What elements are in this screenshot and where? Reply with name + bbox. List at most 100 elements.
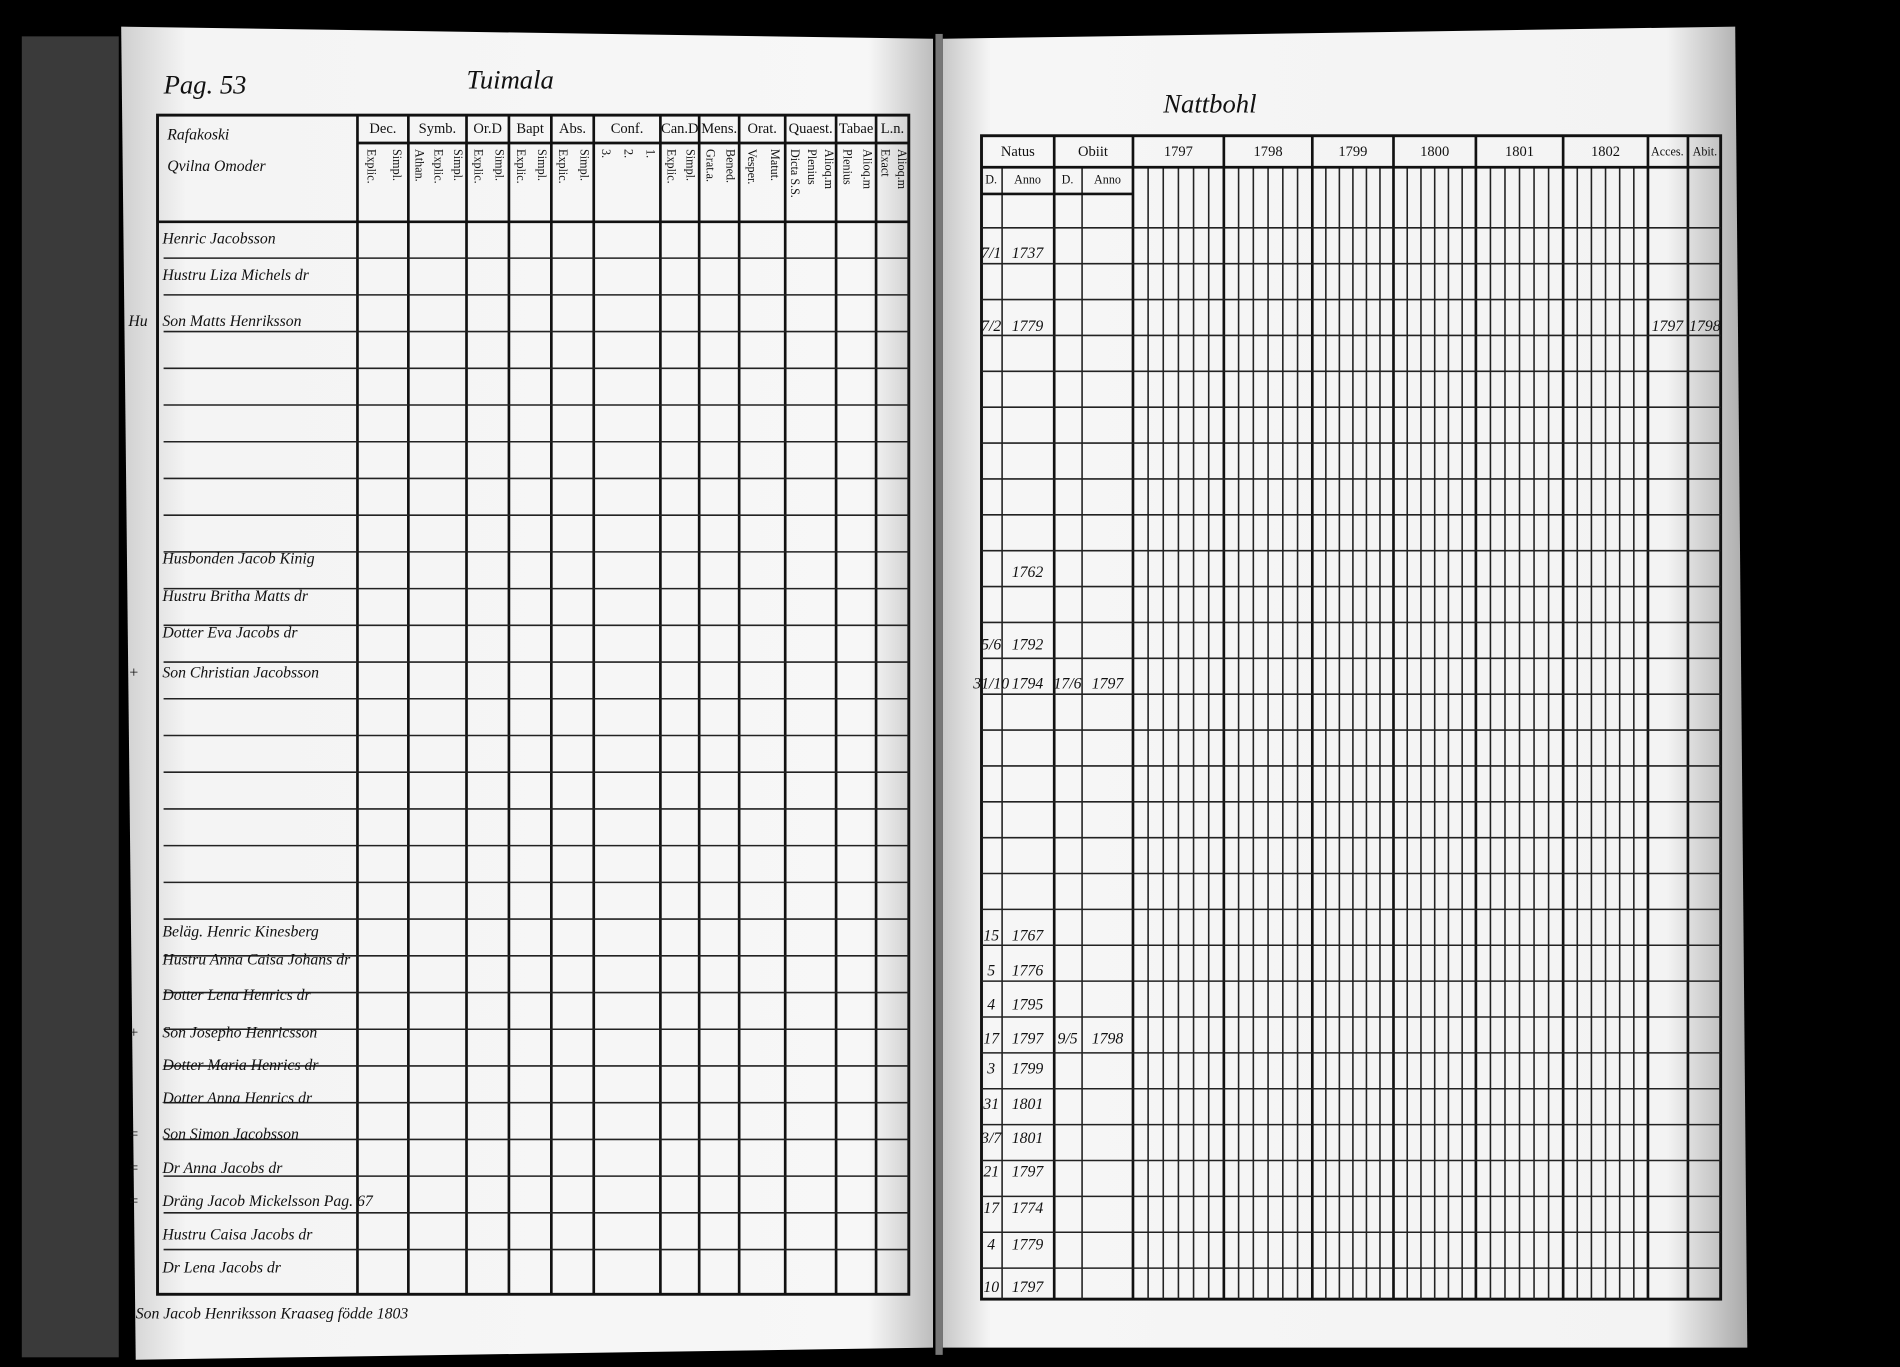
margin-note: + [128, 1024, 139, 1041]
footer-note: Son Jacob Henriksson Kraaseg födde 1803 [136, 1305, 409, 1322]
birth-year: 1776 [1012, 963, 1044, 980]
birth-day: 31 [982, 1096, 999, 1113]
gutter [935, 33, 943, 1355]
resident-name: Dräng Jacob Mickelsson Pag. 67 [161, 1193, 374, 1210]
column-title: Abs. [559, 121, 586, 137]
column-title: Orat. [747, 121, 776, 137]
birth-day: 5/6 [981, 637, 1001, 654]
column-subtitle: D. [985, 172, 997, 186]
column-title: Tabae [839, 121, 873, 137]
birth-year: 1797 [1012, 1164, 1045, 1181]
column-title: Symb. [419, 121, 457, 137]
resident-name: Dr Lena Jacobs dr [161, 1259, 281, 1276]
column-subtitle: Alioq.m [822, 149, 836, 190]
resident-name: Hustru Caisa Jacobs dr [161, 1227, 313, 1244]
resident-name: Dotter Lena Henrics dr [161, 987, 311, 1004]
column-subtitle: Simpl. [684, 149, 698, 181]
column-title: Abit. [1693, 144, 1718, 158]
birth-year: 1797 [1012, 1279, 1045, 1296]
column-title: L.n. [881, 121, 904, 137]
column-subtitle: Grat.a. [703, 149, 717, 182]
birth-day: 15 [983, 927, 999, 944]
margin-note: + [128, 664, 139, 681]
year-header: 1798 [1254, 144, 1283, 160]
column-title: Natus [1001, 144, 1035, 160]
household-header: Qvilna Omoder [167, 158, 266, 175]
column-subtitle: Exact [878, 149, 892, 177]
resident-name: Henric Jacobsson [161, 231, 275, 248]
birth-year: 1801 [1012, 1130, 1043, 1147]
birth-year: 1799 [1012, 1061, 1044, 1078]
column-subtitle: Matut. [768, 149, 782, 181]
margin-note: = [128, 1160, 139, 1177]
birth-year: 1792 [1012, 637, 1044, 654]
resident-name: Hustru Liza Michels dr [161, 267, 309, 284]
birth-day: 3/7 [980, 1130, 1002, 1147]
year-header: 1802 [1591, 144, 1620, 160]
column-subtitle: Simpl. [577, 149, 591, 181]
resident-name: Hustru Anna Caisa Johans dr [161, 952, 351, 969]
death-day: 9/5 [1057, 1030, 1077, 1047]
column-title: Acces. [1651, 144, 1684, 158]
margin-note: = [128, 1126, 139, 1143]
column-subtitle: Plenius [840, 149, 854, 185]
resident-name: Husbonden Jacob Kinig [161, 550, 314, 567]
birth-day: 4 [987, 1236, 995, 1253]
table-frame [156, 113, 911, 1296]
book-edge [21, 36, 119, 1358]
table-frame [980, 134, 1723, 1301]
resident-name: Dotter Maria Henrics dr [161, 1057, 319, 1074]
page-heading: Nattbohl [1162, 89, 1256, 119]
column-title: Bapt [516, 121, 543, 137]
column-subtitle: Alioq.m [860, 149, 874, 190]
birth-day: 3 [986, 1061, 995, 1078]
birth-day: 17 [983, 1030, 1000, 1047]
birth-year: 1797 [1012, 1030, 1045, 1047]
column-subtitle: Simpl. [451, 149, 465, 181]
birth-year: 1779 [1012, 1236, 1044, 1253]
column-subtitle: Plenius [805, 149, 819, 185]
column-subtitle: Simpl. [535, 149, 549, 181]
resident-name: Son Christian Jacobsson [162, 664, 319, 681]
birth-year: 1795 [1012, 996, 1044, 1013]
resident-name: Son Matts Henriksson [162, 313, 301, 330]
page-label: Pag. 53 [163, 69, 247, 99]
birth-day: 31/10 [972, 675, 1009, 692]
birth-year: 1779 [1012, 318, 1044, 335]
column-subtitle: Explic. [556, 149, 570, 184]
resident-name: Son Josepho Henricsson [162, 1024, 317, 1041]
column-subtitle: 2. [621, 149, 635, 158]
year-header: 1799 [1338, 144, 1367, 160]
resident-name: Hustru Britha Matts dr [161, 588, 309, 605]
death-year: 1797 [1092, 675, 1125, 692]
year-header: 1797 [1164, 144, 1193, 160]
birth-year: 1801 [1012, 1096, 1043, 1113]
birth-day: 4 [987, 996, 995, 1013]
birth-year: 1774 [1012, 1200, 1044, 1217]
accession-year: 1797 [1652, 318, 1685, 335]
column-subtitle: 1. [644, 149, 658, 158]
birth-year: 1737 [1012, 245, 1045, 262]
column-subtitle: Explic. [471, 149, 485, 184]
column-subtitle: Simpl. [493, 149, 507, 181]
resident-name: Dotter Anna Henrics dr [161, 1090, 313, 1107]
column-subtitle: Simpl. [390, 149, 404, 181]
margin-note: Hu [127, 313, 147, 330]
birth-day: 7/1 [981, 245, 1001, 262]
birth-day: 17 [983, 1200, 1000, 1217]
year-header: 1800 [1420, 144, 1449, 160]
birth-day: 5 [987, 963, 995, 980]
column-subtitle: Anno [1094, 172, 1121, 186]
page-heading: Tuimala [467, 65, 554, 95]
column-subtitle: Bened. [723, 149, 737, 183]
resident-name: Son Simon Jacobsson [162, 1126, 299, 1143]
left-page [121, 26, 934, 1360]
column-subtitle: Anno [1014, 172, 1041, 186]
left-table: Dec. Explic. Simpl. Symb. Athan. Explic. Simpl… [127, 113, 911, 1296]
column-subtitle: Explic. [664, 149, 678, 184]
birth-year: 1762 [1012, 564, 1044, 581]
column-title: Dec. [369, 121, 396, 137]
resident-name: Dr Anna Jacobs dr [161, 1160, 283, 1177]
birth-day: 21 [983, 1164, 999, 1181]
